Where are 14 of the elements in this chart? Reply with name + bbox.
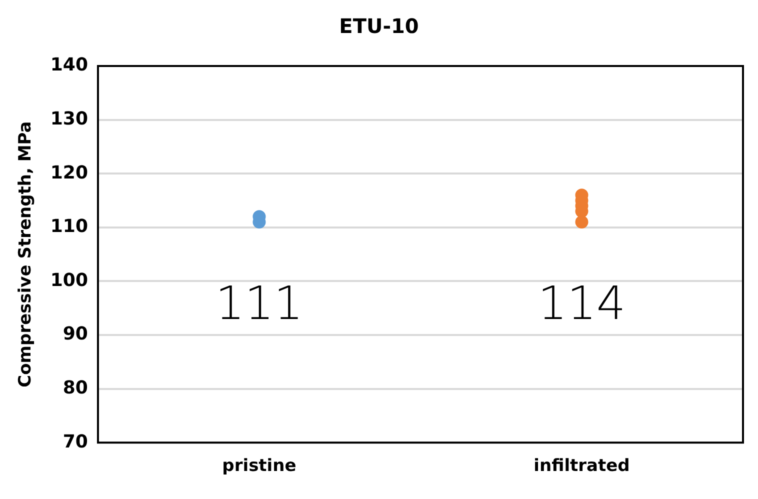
- y-tick-label: 130: [50, 108, 88, 130]
- y-tick-label: 140: [50, 54, 88, 76]
- y-axis-title: Compressive Strength, MPa: [16, 121, 36, 388]
- y-tick-label: 110: [50, 216, 88, 238]
- chart-title: ETU-10: [339, 14, 419, 38]
- x-tick-label: pristine: [222, 456, 296, 476]
- y-tick-label: 70: [62, 431, 88, 452]
- y-tick-label: 80: [62, 377, 88, 398]
- annotation: 111: [215, 276, 304, 330]
- annotation: 114: [538, 276, 626, 330]
- y-tick-label: 90: [62, 324, 88, 345]
- x-tick-label: infiltrated: [534, 456, 630, 476]
- y-tick-label: 120: [50, 162, 88, 184]
- y-tick-label: 100: [50, 270, 88, 291]
